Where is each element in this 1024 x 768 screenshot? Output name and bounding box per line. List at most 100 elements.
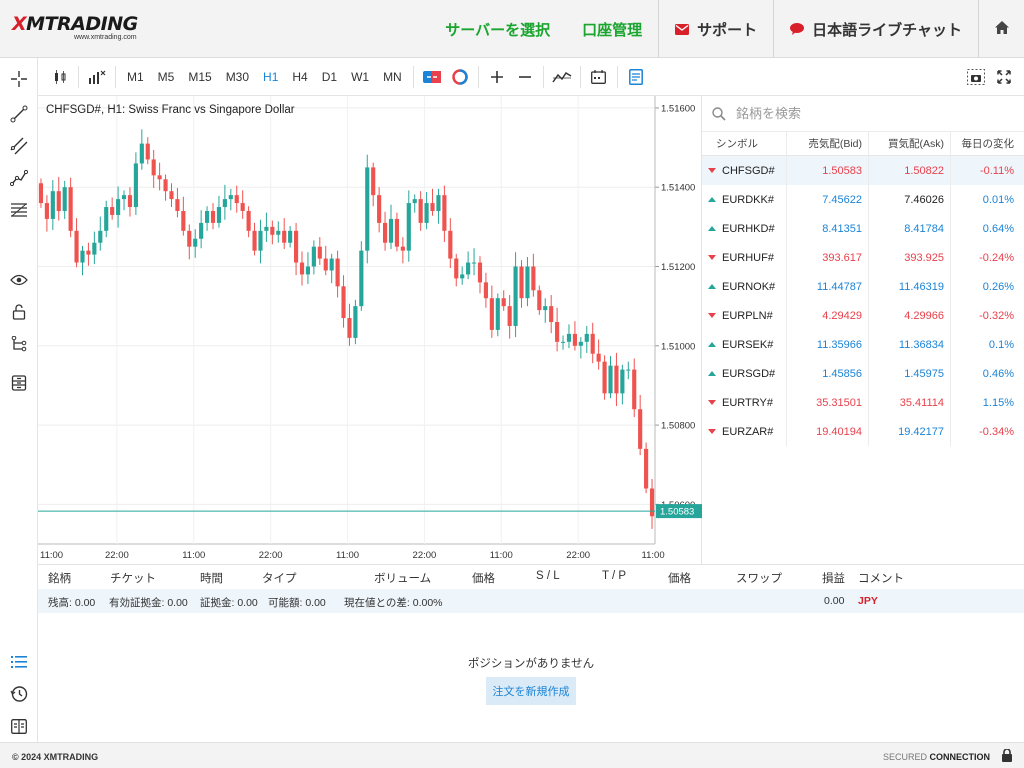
order-panel-button[interactable] [622,63,650,91]
watchlist-row[interactable]: EURPLN# 4.29429 4.29966 -0.32% [702,301,1024,330]
history-tab[interactable] [9,684,29,704]
candle-body [388,218,394,243]
row-symbol: CHFSGD# [702,156,786,185]
equity-value: 有効証拠金: 0.00 [109,597,188,609]
candle-body [163,179,168,192]
indicators-button[interactable] [83,63,111,91]
trend-line-icon [552,71,572,82]
row-change: 0.01% [950,185,1024,214]
zoom-out-button[interactable] [511,63,539,91]
screenshot-button[interactable] [962,63,990,91]
watchlist-row[interactable]: EURDKK# 7.45622 7.46026 0.01% [702,185,1024,214]
price-chart[interactable]: 1.516001.514001.512001.510001.508001.506… [38,96,702,564]
watchlist-row[interactable]: EURHKD# 8.41351 8.41784 0.64% [702,214,1024,243]
market-watch-toggle-button[interactable] [446,63,474,91]
positions-col-header[interactable]: タイプ [262,573,297,585]
timeframe-d1[interactable]: D1 [321,69,338,84]
candle-body [56,191,61,211]
new-order-button[interactable]: 注文を新規作成 [486,677,576,705]
search-input[interactable] [736,106,996,121]
object-tree-tool[interactable] [9,334,29,354]
channel-tool[interactable] [9,136,29,156]
candle-body [406,203,411,251]
row-bid: 11.35966 [786,330,868,359]
candle-type-button[interactable] [46,63,74,91]
candle-body [127,195,133,208]
candle-body [412,199,417,204]
remove-drawings-tool[interactable] [9,373,29,393]
header-ask[interactable]: 買気配(Ask) [868,132,950,155]
one-click-trading-button[interactable] [418,63,446,91]
positions-col-header[interactable]: 価格 [668,573,691,585]
timeframe-h4[interactable]: H4 [292,69,308,84]
header-bid[interactable]: 売気配(Bid) [786,132,868,155]
candle-body [596,353,601,362]
account-link[interactable]: 口座管理 [582,21,643,39]
candle-body [572,333,577,346]
lock-drawings-tool[interactable] [9,302,29,322]
journal-tab[interactable] [9,716,29,736]
positions-col-header[interactable]: ボリューム [374,573,432,585]
trend-line-tool[interactable] [9,103,29,123]
positions-col-header[interactable]: 価格 [472,573,495,585]
positions-col-header[interactable]: S / L [536,570,560,582]
xmtrading-logo[interactable]: XMTRADING www.xmtrading.com [12,14,152,46]
timeframe-w1[interactable]: W1 [351,69,370,84]
candle-body [270,226,275,235]
indicator-button[interactable] [548,63,576,91]
fullscreen-button[interactable] [990,63,1018,91]
row-bid: 1.45856 [786,359,868,388]
timeframe-m1[interactable]: M1 [127,69,144,84]
row-ask: 11.36834 [868,330,950,359]
timeframe-m15[interactable]: M15 [188,69,212,84]
candle-body [44,203,49,219]
watchlist-row[interactable]: EURTRY# 35.31501 35.41114 1.15% [702,388,1024,417]
candle-body [638,409,643,449]
header-change[interactable]: 毎日の変化 [950,132,1024,155]
candle-body [288,230,293,243]
timeframe-m5[interactable]: M5 [157,69,175,84]
select-server-link[interactable]: サーバーを選択 [445,21,551,39]
positions-col-header[interactable]: スワップ [736,573,782,585]
symbol-search[interactable] [702,96,1024,132]
positions-col-header[interactable]: 時間 [200,573,223,585]
candle-body [62,187,67,211]
candlestick-chart[interactable]: 1.516001.514001.512001.510001.508001.506… [38,96,702,564]
watchlist-row[interactable]: EURSGD# 1.45856 1.45975 0.46% [702,359,1024,388]
timeframe-m30[interactable]: M30 [225,69,250,84]
row-change: -0.34% [950,417,1024,446]
watchlist-row[interactable]: EURZAR# 19.40194 19.42177 -0.34% [702,417,1024,446]
search-icon [712,106,726,121]
candle-body [151,159,156,176]
polyline-tool[interactable] [9,168,29,188]
watchlist-row[interactable]: EURSEK# 11.35966 11.36834 0.1% [702,330,1024,359]
fibonacci-tool[interactable] [9,200,29,220]
positions-col-header[interactable]: チケット [110,573,156,585]
market-watch: シンボル 売気配(Bid) 買気配(Ask) 毎日の変化 CHFSGD#1.50… [702,96,1024,564]
watchlist-row[interactable]: EURHUF# 393.617 393.925 -0.24% [702,243,1024,272]
positions-col-header[interactable]: コメント [858,573,904,585]
positions-col-header[interactable]: 損益 [822,573,845,585]
timeframe-h1[interactable]: H1 [263,69,279,84]
header-symbol[interactable]: シンボル [716,138,758,150]
show-hide-tool[interactable] [9,270,29,290]
parallel-lines-icon [10,137,28,155]
watchlist-row[interactable]: CHFSGD# 1.50583 1.50822 -0.11% [702,156,1024,185]
zoom-in-button[interactable] [483,63,511,91]
support-link[interactable]: サポート [658,0,773,58]
row-bid: 35.31501 [786,388,868,417]
positions-col-header[interactable]: 銘柄 [48,573,71,585]
home-button[interactable] [978,0,1024,58]
positions-tab[interactable] [9,652,29,672]
candle-body [116,199,121,215]
watchlist-row[interactable]: EURNOK# 11.44787 11.46319 0.26% [702,272,1024,301]
candle-body [86,250,91,255]
crosshair-tool[interactable] [9,69,29,89]
envelope-icon [675,23,690,35]
live-chat-link[interactable]: 日本語ライブチャット [773,0,978,58]
calendar-button[interactable] [585,63,613,91]
row-symbol: EURNOK# [702,272,786,301]
polyline-icon [10,169,28,187]
timeframe-mn[interactable]: MN [383,69,402,84]
positions-col-header[interactable]: T / P [602,570,627,582]
